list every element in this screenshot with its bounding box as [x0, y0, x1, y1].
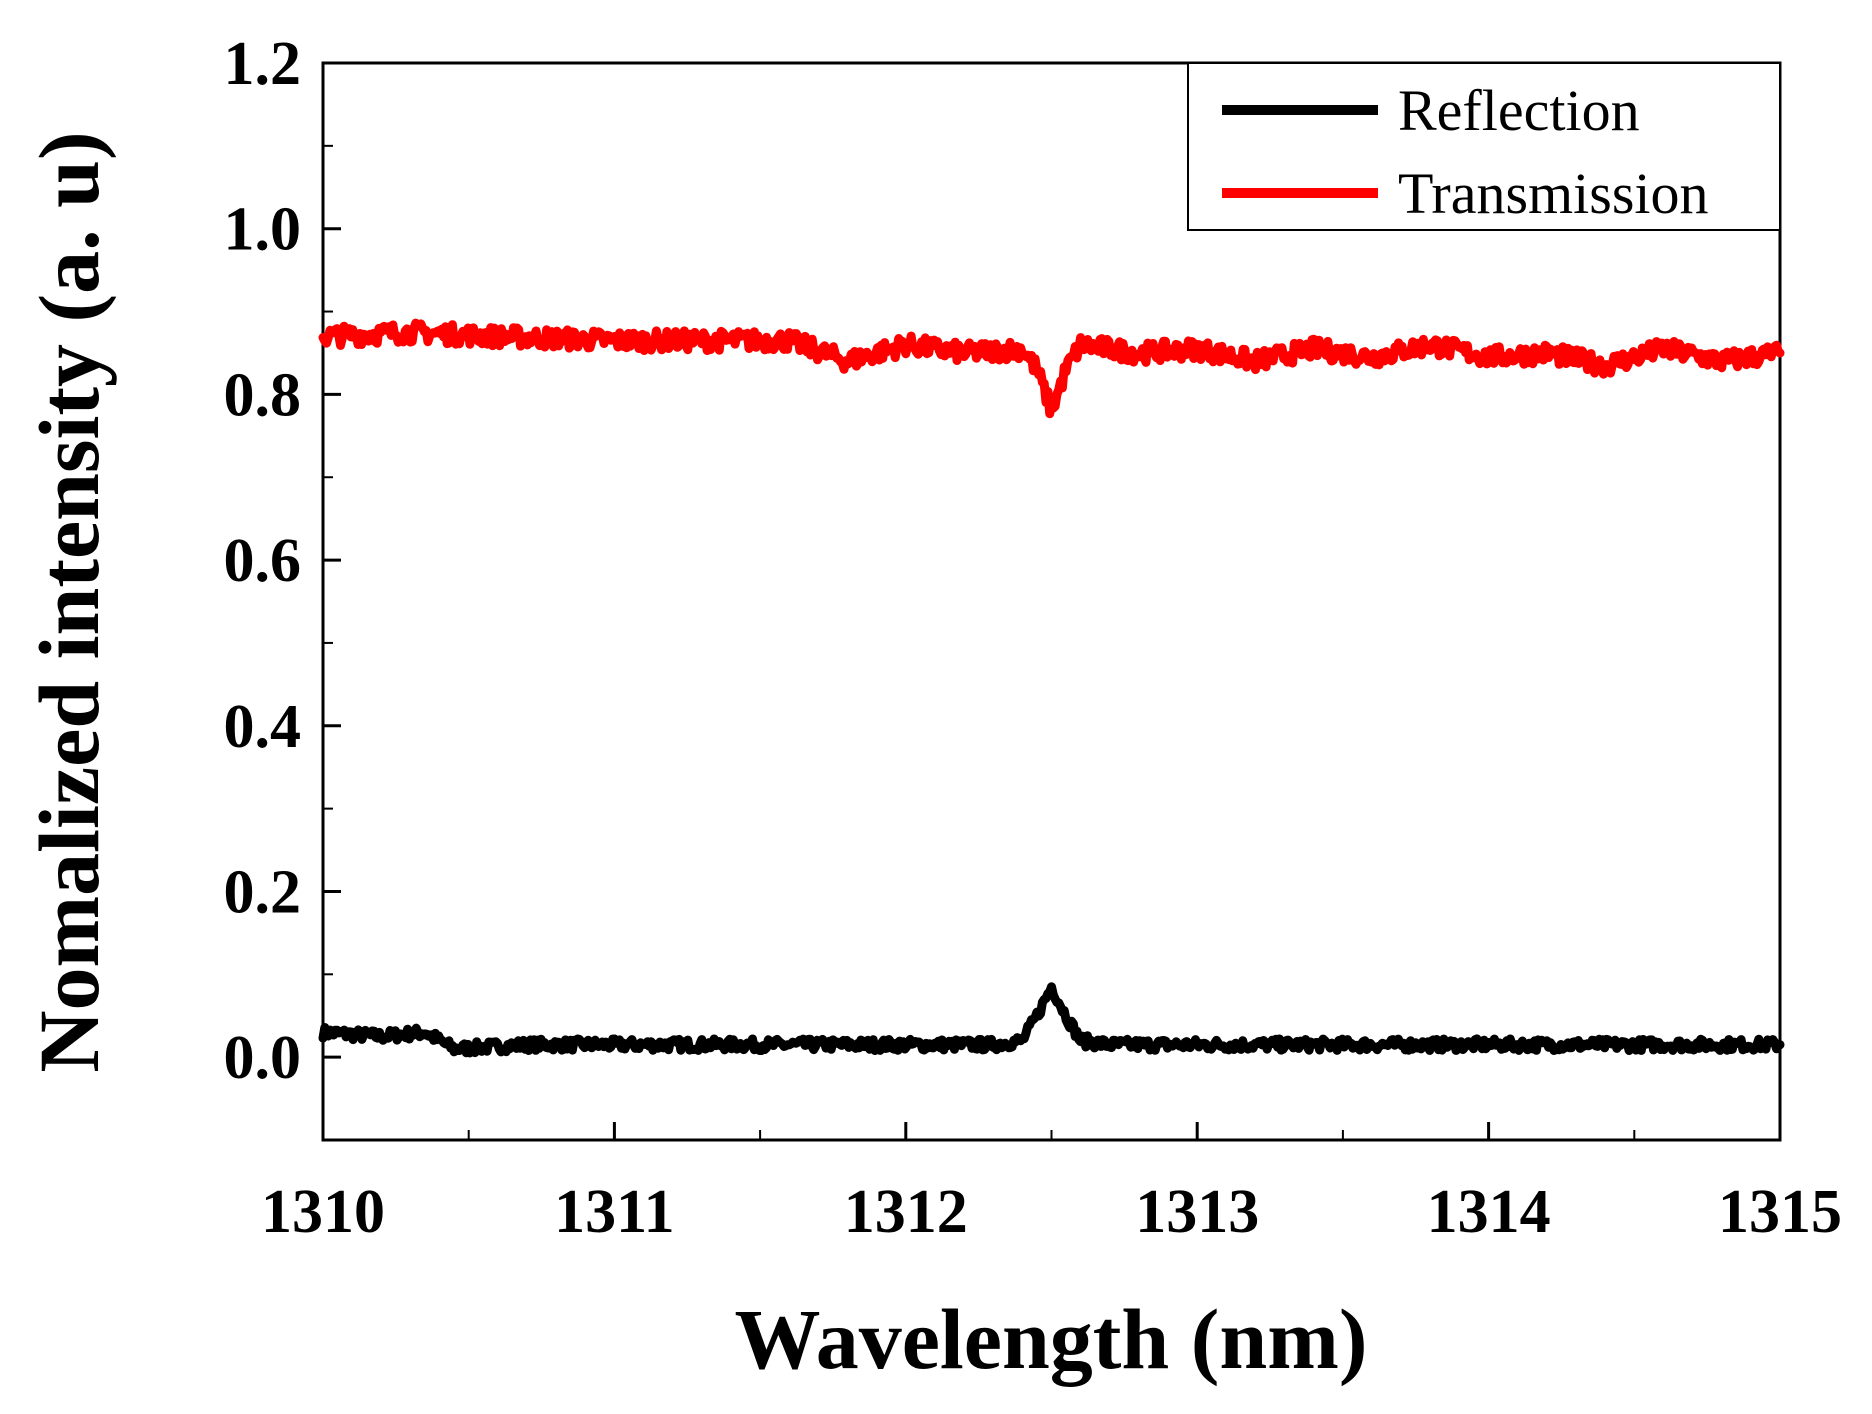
legend: Reflection Transmission	[1187, 62, 1781, 231]
y-axis-title: Nomalized intensity (a. u)	[21, 131, 117, 1072]
legend-label-transmission: Transmission	[1398, 161, 1709, 226]
x-tick-label: 1312	[844, 1178, 968, 1246]
x-axis: 1310 1311 1312 1313 1314 1315	[261, 1122, 1842, 1246]
y-tick-label: 0.8	[224, 361, 302, 429]
y-tick-label: 1.2	[224, 30, 302, 98]
y-tick-label: 1.0	[224, 196, 302, 264]
x-tick-label: 1315	[1718, 1178, 1842, 1246]
series-line-reflection	[318, 982, 1785, 1058]
x-tick-label: 1313	[1135, 1178, 1259, 1246]
y-axis: 0.0 0.2 0.4 0.6 0.8 1.0 1.2	[224, 30, 341, 1141]
x-tick-label: 1314	[1427, 1178, 1551, 1246]
series-layer	[318, 318, 1785, 1058]
x-tick-label: 1311	[554, 1178, 675, 1246]
y-tick-label: 0.2	[224, 858, 302, 926]
y-tick-label: 0.4	[224, 693, 302, 761]
x-axis-title: Wavelength (nm)	[734, 1291, 1367, 1387]
series-line-transmission	[318, 318, 1785, 419]
x-tick-label: 1310	[261, 1178, 385, 1246]
y-tick-label: 0.6	[224, 527, 302, 595]
legend-box	[1187, 62, 1781, 231]
y-tick-label: 0.0	[224, 1024, 302, 1092]
legend-label-reflection: Reflection	[1398, 78, 1640, 143]
